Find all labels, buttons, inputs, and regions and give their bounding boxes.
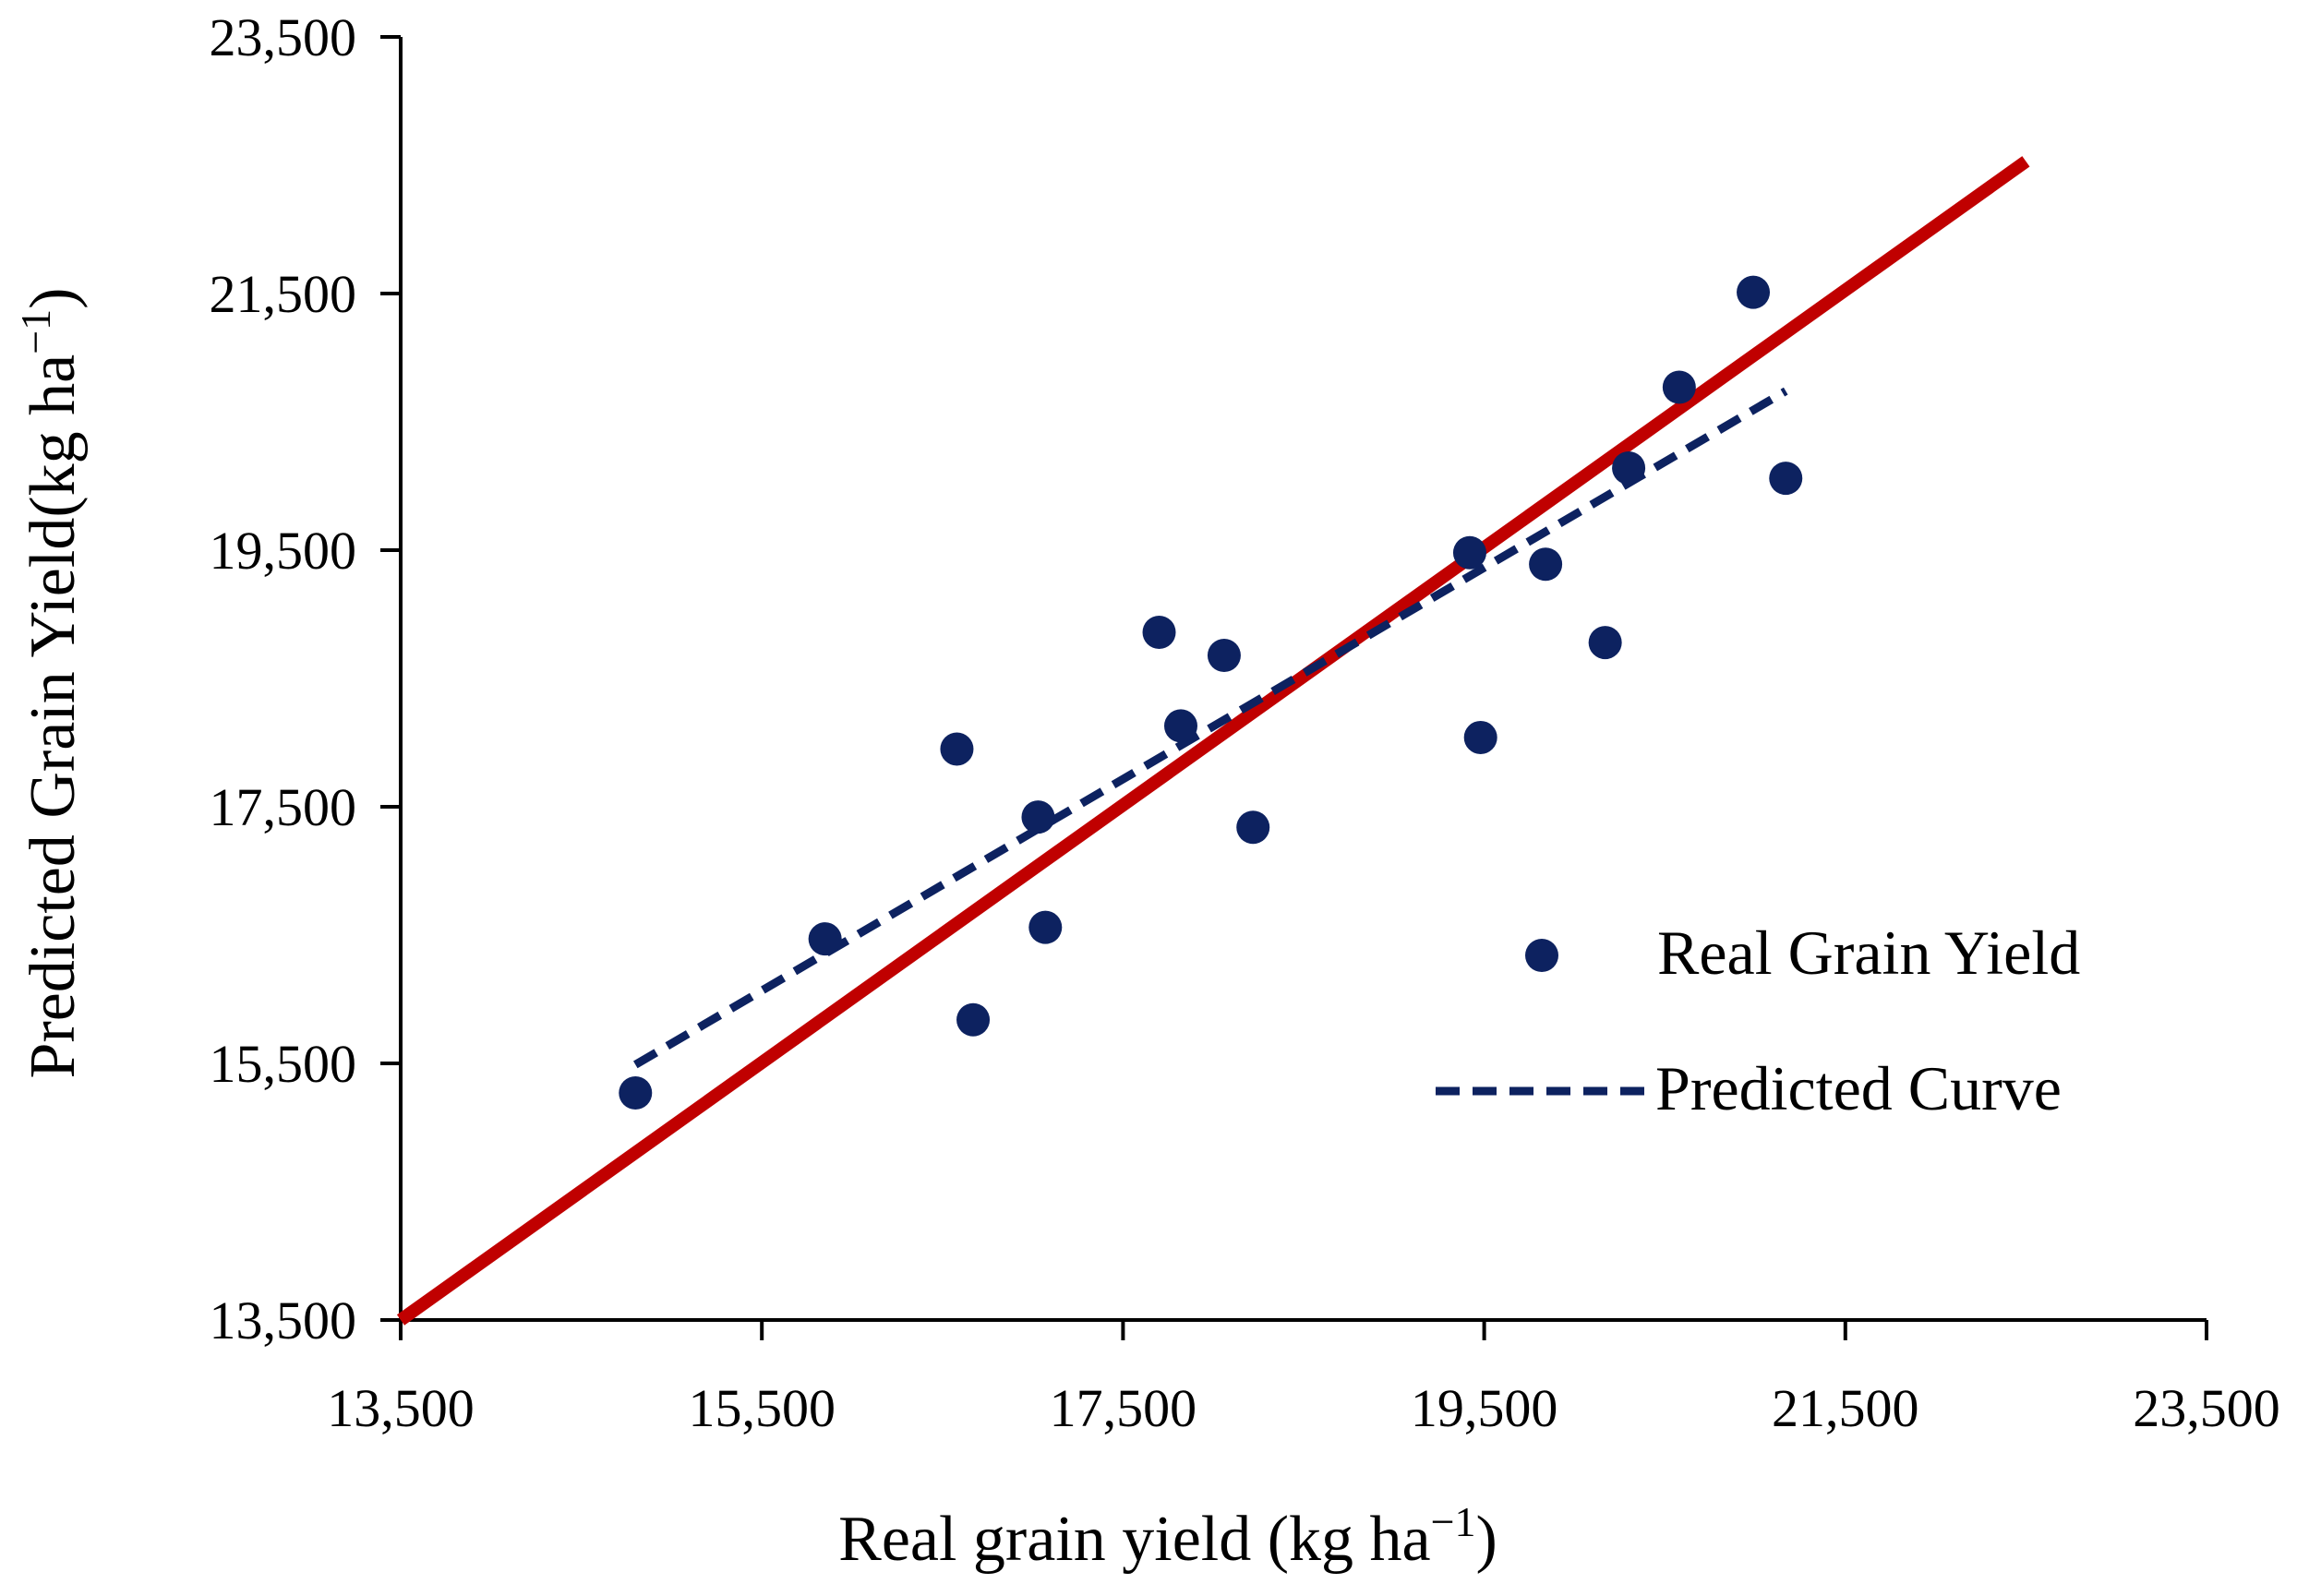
data-point xyxy=(1163,709,1197,743)
data-point xyxy=(956,1002,991,1037)
axes xyxy=(399,37,2207,1322)
data-point xyxy=(1529,547,1563,582)
x-axis-title-text: Real grain yield (kg ha xyxy=(838,1504,1430,1575)
y-tick-label: 21,500 xyxy=(210,264,357,324)
data-point xyxy=(808,922,842,956)
x-axis-title: Real grain yield (kg ha−1) xyxy=(838,1498,1497,1575)
data-point xyxy=(1737,275,1771,309)
legend-label-real-grain-yield: Real Grain Yield xyxy=(1657,918,2080,988)
y-tick-label: 15,500 xyxy=(210,1034,357,1094)
ticks: 13,500 15,500 17,500 19,500 21,500 23,500 13,5… xyxy=(210,7,2280,1438)
data-point xyxy=(1021,800,1055,834)
data-point xyxy=(1463,720,1497,754)
y-axis-title-text: Predicted Grain Yield(kg ha xyxy=(18,354,89,1079)
x-tick-label: 19,500 xyxy=(1411,1378,1558,1438)
y-tick-label: 23,500 xyxy=(210,7,357,67)
y-tick-label: 17,500 xyxy=(210,777,357,837)
series-lines xyxy=(396,156,2030,1326)
data-point xyxy=(1142,615,1176,649)
data-point xyxy=(940,732,974,766)
y-axis-title: Predicted Grain Yield(kg ha−1) xyxy=(12,288,89,1079)
series-line-1-1-line xyxy=(396,156,2030,1326)
x-tick-label: 23,500 xyxy=(2133,1378,2280,1438)
data-point xyxy=(1612,451,1646,486)
x-tick-label: 17,500 xyxy=(1050,1378,1197,1438)
data-point xyxy=(1452,535,1486,570)
x-tick-label: 21,500 xyxy=(1772,1378,1919,1438)
svg-text:Predicted Grain Yield(kg ha−1): Predicted Grain Yield(kg ha−1) xyxy=(12,288,89,1079)
x-tick-label: 15,500 xyxy=(688,1378,836,1438)
series-points xyxy=(619,275,1803,1110)
legend: Real Grain Yield Predicted Curve xyxy=(1436,918,2080,1123)
x-axis-title-close: ) xyxy=(1476,1504,1497,1575)
data-point xyxy=(1588,626,1622,660)
data-point xyxy=(1236,810,1270,845)
legend-label-predicted-curve: Predicted Curve xyxy=(1655,1053,2062,1123)
y-axis-title-superscript: −1 xyxy=(12,309,59,354)
series-line-predicted-curve xyxy=(633,387,1788,1069)
y-tick-label: 13,500 xyxy=(210,1290,357,1350)
data-point xyxy=(619,1075,653,1110)
y-tick-label: 19,500 xyxy=(210,521,357,581)
data-point xyxy=(1207,638,1241,672)
data-point xyxy=(1028,910,1063,944)
x-axis-title-superscript: −1 xyxy=(1431,1498,1476,1545)
y-axis-title-close: ) xyxy=(18,288,89,309)
x-tick-label: 13,500 xyxy=(327,1378,475,1438)
data-point xyxy=(1662,370,1696,404)
svg-text:Real grain yield (kg ha−1): Real grain yield (kg ha−1) xyxy=(838,1498,1497,1575)
data-point xyxy=(1769,462,1803,496)
legend-marker-real-grain-yield xyxy=(1525,939,1558,972)
